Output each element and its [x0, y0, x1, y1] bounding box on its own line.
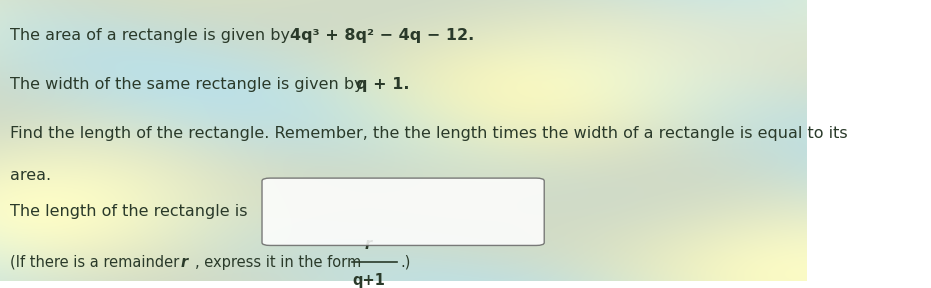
Text: .): .): [400, 255, 412, 270]
Text: r: r: [181, 255, 188, 270]
FancyBboxPatch shape: [262, 178, 545, 245]
Text: q+1: q+1: [352, 273, 385, 288]
Text: The length of the rectangle is: The length of the rectangle is: [9, 204, 247, 219]
Text: , express it in the form: , express it in the form: [196, 255, 361, 270]
Text: The area of a rectangle is given by: The area of a rectangle is given by: [9, 28, 295, 43]
Text: q + 1.: q + 1.: [357, 77, 410, 92]
Text: r: r: [364, 236, 371, 251]
Text: area.: area.: [9, 168, 51, 183]
Text: 4q³ + 8q² − 4q − 12.: 4q³ + 8q² − 4q − 12.: [290, 28, 475, 43]
Text: The width of the same rectangle is given by: The width of the same rectangle is given…: [9, 77, 369, 92]
Text: (If there is a remainder: (If there is a remainder: [9, 255, 183, 270]
Text: Find the length of the rectangle. Remember, the the length times the width of a : Find the length of the rectangle. Rememb…: [9, 126, 847, 141]
